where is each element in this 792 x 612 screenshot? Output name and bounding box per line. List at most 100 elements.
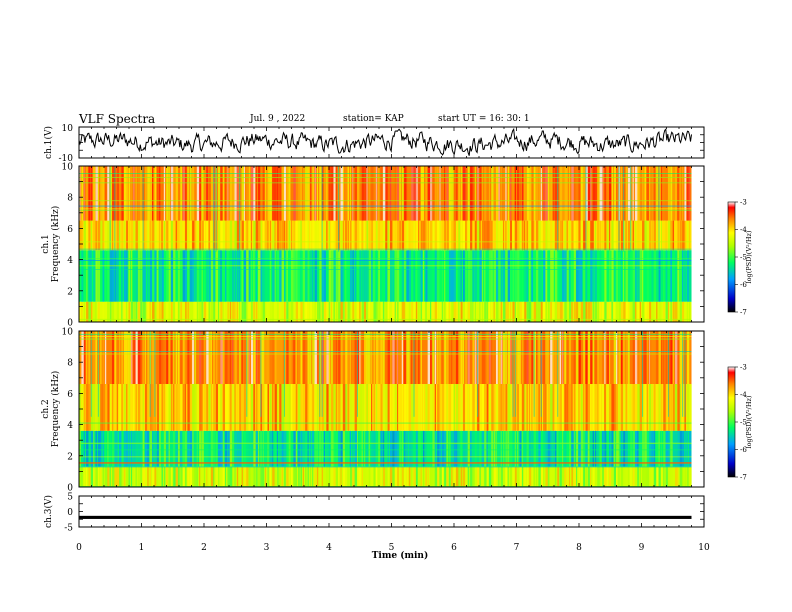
ch1-spectrogram-cell — [479, 166, 482, 221]
ch1-spectrogram-cell — [201, 301, 204, 322]
ch2-spectrogram-cell — [199, 331, 202, 384]
ch2-spectrogram-cell — [354, 430, 358, 467]
ch1-spectrogram-cell — [689, 250, 692, 302]
ch2-spectrogram-cell — [345, 430, 347, 467]
ch3-ylabel: ch.3(V) — [43, 495, 54, 528]
ch1-spectrogram-cell — [262, 220, 264, 251]
ch1-spectrogram-cell — [472, 166, 475, 221]
ch1-spectrogram-cell — [474, 250, 478, 302]
ch2-spectrogram-cell — [533, 384, 537, 431]
ch2-spectrogram-cell — [686, 466, 689, 487]
ch2-spectrogram-cell — [140, 466, 142, 487]
ch1-spectrogram-cell — [460, 220, 463, 251]
ch1-spectrogram-cell — [408, 166, 410, 221]
ch2-spectrogram-cell — [95, 430, 97, 467]
ch2-spectrogram-cell — [644, 384, 647, 431]
ch1-spectrogram-ylabel2: Frequency (kHz) — [50, 206, 61, 283]
ch2-spectrogram-cell — [180, 466, 183, 487]
ch2-spectrogram-cell — [653, 466, 657, 487]
ch1-spectrogram-cell — [663, 220, 665, 251]
chart-title: VLF Spectra — [79, 112, 156, 126]
ch2-spectrogram-cell — [288, 331, 292, 384]
ch1-spectrogram-cell — [486, 220, 490, 251]
ch2-spectrogram-cell — [215, 384, 219, 431]
ch2-spectrogram-cell — [338, 331, 341, 384]
ch1-spectrogram-cell — [170, 250, 173, 302]
ch1-spectrogram-cell — [102, 301, 105, 322]
ch1-spectrogram-cell — [375, 301, 378, 322]
ch2-spectrogram-cell — [465, 430, 468, 467]
ch2-spectrogram-cell — [580, 466, 583, 487]
ch2-spectrogram-cell — [352, 430, 354, 467]
ch2-spectrogram-cell — [314, 384, 317, 431]
ch1-spectrogram-cell — [309, 250, 313, 302]
ch2-spectrogram-cell — [613, 384, 616, 431]
ch1-spectrogram-cell — [500, 250, 503, 302]
ch2-spectrogram-cell — [531, 430, 534, 467]
ch1-spectrogram-cell — [156, 166, 159, 221]
ch2-spectrogram-cell — [465, 466, 467, 487]
ch2-spectrogram-colorbar — [727, 366, 736, 478]
ch1-spectrogram-cell — [503, 220, 505, 251]
ch2-spectrogram-cell — [585, 466, 588, 487]
ch1-spectrogram-cell — [347, 301, 350, 322]
ch1-spectrogram-cell — [302, 220, 305, 251]
ch1-spectrogram-cell — [569, 250, 571, 302]
ch2-spectrogram-cell — [646, 384, 648, 431]
ch1-spectrogram-cell — [291, 250, 294, 302]
ch2-spectrogram-cell — [220, 331, 223, 384]
ch2-spectrogram-cell — [422, 331, 426, 384]
ch1-spectrogram-cell — [319, 220, 321, 251]
ch1-spectrogram-cell — [387, 220, 389, 251]
ch2-spectrogram-cell — [448, 466, 451, 487]
ch1-spectrogram-cell — [434, 220, 437, 251]
ch1-spectrogram-cell — [587, 220, 590, 251]
ch2-spectrogram-cell — [217, 384, 221, 431]
ch2-spectrogram-cell — [309, 384, 312, 431]
ch1-spectrogram-cell — [368, 166, 370, 221]
ch1-spectrogram-cell — [609, 250, 611, 302]
ch2-spectrogram-cell — [458, 331, 461, 384]
ch2-spectrogram-cell — [550, 331, 553, 384]
ch1-spectrogram-cell — [623, 301, 626, 322]
ch1-spectrogram-cell — [474, 301, 477, 322]
ch2-spectrogram-cell — [116, 466, 120, 487]
ch2-spectrogram-cell — [217, 430, 221, 467]
ch1-spectrogram-cell — [660, 250, 663, 302]
ch1-spectrogram-cell — [627, 220, 631, 251]
ch1-spectrogram-cell — [307, 301, 309, 322]
ch2-spectrogram-cell — [104, 430, 107, 467]
ch2-spectrogram-cell — [114, 384, 116, 431]
ch2-spectrogram-cell — [220, 466, 224, 487]
ch2-spectrogram-cell — [366, 430, 368, 467]
ch1-spectrogram-cell — [510, 166, 512, 221]
ch1-spectrogram-cell — [100, 301, 102, 322]
ch2-spectrogram-cell — [392, 384, 395, 431]
ch2-spectrogram-cell — [203, 331, 206, 384]
ch2-spectrogram-cell — [646, 466, 650, 487]
ch2-spectrogram-cell — [415, 430, 418, 467]
ch2-spectrogram-cell — [175, 430, 179, 467]
ch2-spectrogram-cell — [498, 384, 502, 431]
ch2-spectrogram-cell — [571, 384, 573, 431]
ch1-spectrogram-cell — [281, 301, 284, 322]
ch1-spectrogram-cell — [616, 301, 618, 322]
ch2-spectrogram-cell — [246, 331, 248, 417]
ch2-spectrogram-cell — [269, 331, 272, 384]
ch1-spectrogram-cell — [269, 250, 271, 302]
ch2-spectrogram-cell — [189, 331, 191, 384]
ch1-spectrogram-cell — [309, 301, 313, 322]
ch1-spectrogram-cell — [682, 166, 684, 221]
ch1-spectrogram-cell — [583, 301, 586, 322]
ch2-spectrogram-cell — [100, 430, 102, 467]
ch1-spectrogram-cell — [314, 250, 318, 302]
ch1-spectrogram-cell — [246, 166, 249, 221]
ch2-spectrogram-cell — [333, 466, 336, 487]
ch1-spectrogram-cell — [524, 166, 526, 221]
ch1-spectrogram-cell — [262, 250, 265, 302]
ch1-spectrogram-cell — [265, 220, 268, 251]
ch2-spectrogram-cell — [550, 430, 552, 467]
ch1-spectrogram-cell — [206, 301, 208, 322]
ch2-spectrogram-cell — [368, 466, 370, 487]
ch1-spectrogram-cell — [422, 250, 425, 302]
